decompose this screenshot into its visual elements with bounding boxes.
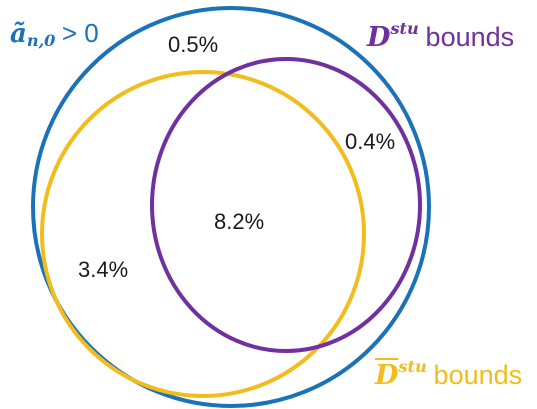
gold-set-circle [40,70,366,398]
purple-set-word: bounds [425,22,515,52]
outer-only-percentage: 0.5% [168,32,219,57]
outer-set-label: ãn,0 > 0 [10,18,99,51]
gold-set-word: bounds [433,360,523,390]
gold-set-superscript: stu [398,356,427,376]
outer-set-relation: > 0 [61,18,99,48]
purple-only-percentage: 0.4% [345,129,396,154]
purple-set-circle [150,57,422,353]
gold-set-symbol: D [375,360,399,391]
purple-set-symbol: D [367,22,391,53]
outer-set-circle [31,6,431,408]
purple-set-superscript: stu [390,18,419,38]
outer-set-symbol: ã [10,19,27,49]
gold-only-percentage: 3.4% [78,257,129,282]
intersection-percentage: 8.2% [214,209,265,234]
gold-set-label: Dstu bounds [375,358,523,391]
outer-set-subscript: n,0 [26,31,56,51]
purple-set-label: Dstu bounds [367,20,515,53]
